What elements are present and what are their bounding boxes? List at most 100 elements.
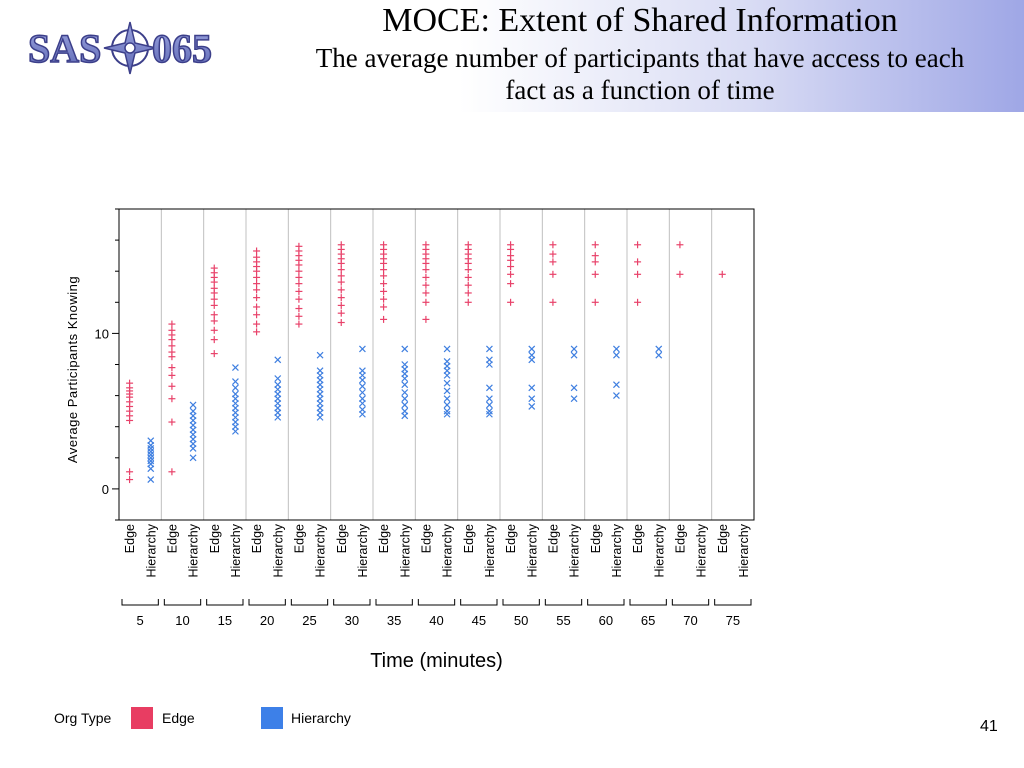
data-point-edge bbox=[507, 256, 515, 264]
data-point-edge bbox=[549, 270, 557, 278]
data-point-edge bbox=[464, 273, 472, 281]
data-point-edge bbox=[422, 259, 430, 267]
data-point-hierarchy bbox=[443, 401, 451, 409]
slide-subtitle: The average number of participants that … bbox=[315, 43, 965, 105]
data-point-hierarchy bbox=[485, 407, 493, 415]
legend-label-edge: Edge bbox=[162, 710, 195, 726]
data-point-edge bbox=[464, 289, 472, 297]
x-subgroup-label: Hierarchy bbox=[356, 523, 370, 577]
data-point-hierarchy bbox=[358, 389, 366, 396]
data-point-edge bbox=[380, 287, 388, 295]
x-subgroup-label: Hierarchy bbox=[525, 523, 539, 577]
data-point-edge bbox=[337, 286, 345, 294]
data-point-hierarchy bbox=[528, 345, 536, 353]
x-subgroup-label: Edge bbox=[377, 524, 391, 553]
x-subgroup-label: Hierarchy bbox=[695, 523, 709, 577]
svg-text:SAS: SAS bbox=[28, 26, 101, 71]
data-point-edge bbox=[676, 241, 684, 249]
x-group-label: 45 bbox=[472, 613, 486, 628]
svg-text:065: 065 bbox=[152, 26, 212, 71]
data-point-hierarchy bbox=[358, 382, 366, 390]
x-subgroup-label: Hierarchy bbox=[652, 523, 666, 577]
data-point-hierarchy bbox=[189, 454, 197, 462]
data-point-edge bbox=[422, 266, 430, 274]
x-subgroup-label: Edge bbox=[208, 524, 222, 553]
data-point-edge bbox=[253, 294, 261, 302]
data-point-edge bbox=[380, 280, 388, 288]
x-subgroup-label: Hierarchy bbox=[568, 523, 582, 577]
data-point-edge bbox=[337, 272, 345, 280]
data-point-edge bbox=[422, 298, 430, 306]
data-point-edge bbox=[676, 270, 684, 278]
x-group-bracket bbox=[714, 599, 752, 606]
data-point-edge bbox=[253, 328, 261, 336]
data-point-hierarchy bbox=[147, 457, 155, 465]
data-point-edge bbox=[168, 371, 176, 379]
x-group-label: 70 bbox=[683, 613, 697, 628]
x-group-label: 40 bbox=[429, 613, 443, 628]
y-axis: 0 10 bbox=[95, 208, 119, 521]
data-point-edge bbox=[126, 476, 134, 484]
data-point-edge bbox=[253, 247, 261, 255]
data-point-edge bbox=[507, 245, 515, 253]
data-point-hierarchy bbox=[443, 379, 451, 387]
data-point-edge bbox=[295, 267, 303, 275]
x-subgroup-label: Hierarchy bbox=[483, 523, 497, 577]
data-point-hierarchy bbox=[570, 395, 578, 403]
data-point-edge bbox=[464, 298, 472, 306]
data-point-edge bbox=[380, 266, 388, 274]
x-subgroup-label: Edge bbox=[673, 524, 687, 553]
scatter-chart: 0 10 Edge Hierarchy 5 Edge Hierarchy 10 Edge Hie… bbox=[65, 208, 755, 672]
data-point-edge bbox=[380, 303, 388, 311]
x-group-bracket bbox=[671, 599, 710, 606]
x-group-bracket bbox=[502, 599, 540, 606]
data-point-edge bbox=[168, 364, 176, 372]
data-point-edge bbox=[591, 258, 599, 266]
x-group-label: 65 bbox=[641, 613, 655, 628]
data-point-edge bbox=[591, 270, 599, 278]
x-subgroup-label: Hierarchy bbox=[737, 523, 751, 577]
x-group-bracket bbox=[629, 599, 667, 606]
data-point-hierarchy bbox=[443, 345, 451, 353]
data-point-edge bbox=[337, 319, 345, 327]
x-subgroup-label: Hierarchy bbox=[144, 523, 158, 577]
data-point-edge bbox=[591, 241, 599, 249]
data-point-edge bbox=[253, 267, 261, 275]
data-point-edge bbox=[549, 298, 557, 306]
x-group-label: 5 bbox=[137, 613, 144, 628]
x-group-label: 15 bbox=[218, 613, 232, 628]
x-axis-label: Time (minutes) bbox=[370, 650, 503, 672]
data-point-hierarchy bbox=[231, 364, 239, 372]
data-point-hierarchy bbox=[443, 387, 451, 395]
x-group-label: 25 bbox=[302, 613, 316, 628]
data-point-edge bbox=[507, 298, 515, 306]
data-point-hierarchy bbox=[612, 392, 620, 400]
x-group-label: 30 bbox=[345, 613, 359, 628]
data-point-hierarchy bbox=[485, 345, 493, 353]
data-point-edge bbox=[253, 303, 261, 311]
data-point-hierarchy bbox=[528, 403, 536, 410]
data-point-edge bbox=[507, 280, 515, 288]
data-point-edge bbox=[210, 278, 218, 286]
data-point-edge bbox=[549, 258, 557, 266]
data-point-edge bbox=[210, 295, 218, 303]
data-point-edge bbox=[253, 273, 261, 281]
data-point-hierarchy bbox=[485, 401, 493, 409]
data-points bbox=[126, 241, 726, 484]
x-axis-labels: Edge Hierarchy 5 Edge Hierarchy 10 Edge Hierarc… bbox=[121, 523, 752, 628]
data-point-edge bbox=[210, 317, 218, 325]
x-subgroup-label: Edge bbox=[250, 524, 264, 553]
data-point-edge bbox=[126, 468, 134, 476]
y-tick-label: 10 bbox=[95, 326, 109, 341]
legend-swatch-edge bbox=[131, 707, 153, 729]
x-subgroup-label: Edge bbox=[589, 524, 603, 553]
data-point-edge bbox=[168, 353, 176, 361]
data-point-hierarchy bbox=[401, 345, 409, 353]
x-group-bracket bbox=[206, 599, 244, 606]
x-subgroup-label: Edge bbox=[546, 524, 560, 553]
data-point-hierarchy bbox=[443, 407, 451, 415]
data-point-hierarchy bbox=[570, 345, 578, 353]
data-point-edge bbox=[380, 315, 388, 323]
x-group-bracket bbox=[417, 599, 456, 606]
x-group-label: 60 bbox=[599, 613, 613, 628]
